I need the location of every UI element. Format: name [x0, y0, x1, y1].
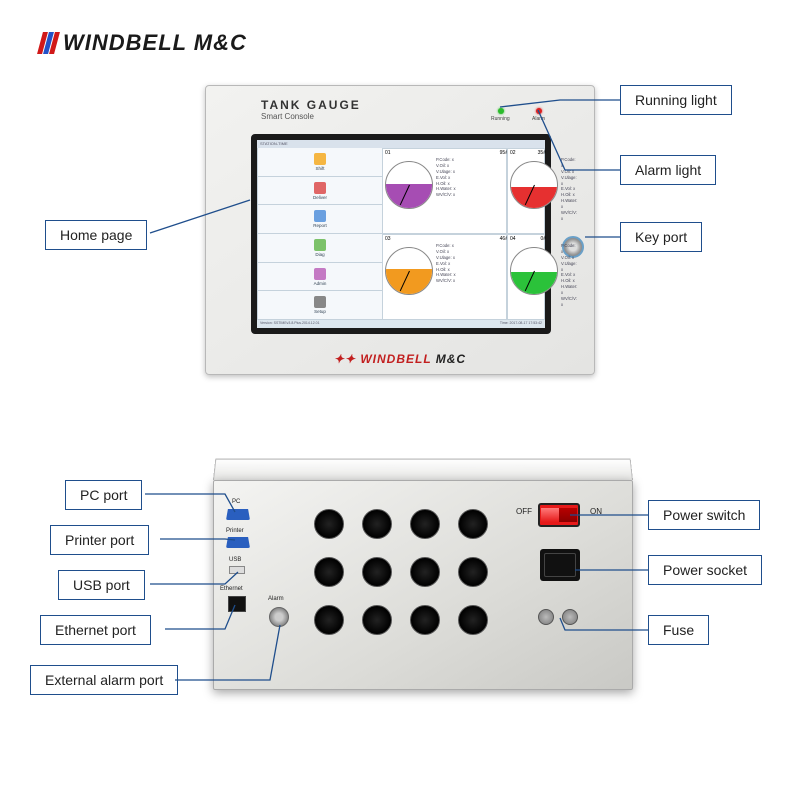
lcd-side-button[interactable]: Admin	[258, 263, 382, 292]
lcd-screen[interactable]: STATION-TIME 0195#P.Code: xV.Oil: xV.Ula…	[251, 134, 551, 334]
cable-knockout-icon	[314, 509, 344, 539]
cable-knockout-icon	[458, 509, 488, 539]
alarm-port-label: Alarm	[268, 596, 284, 602]
tank-cell[interactable]: 0195#P.Code: xV.Oil: xV.Ulage: xE.Vol: x…	[382, 148, 507, 234]
printer-port-label: Printer	[226, 528, 244, 534]
lcd-side-button[interactable]: Setup	[258, 291, 382, 320]
pc-port-label: PC	[232, 499, 240, 505]
brand-mark	[40, 32, 57, 54]
panel-brand-black-text: M&C	[431, 352, 466, 366]
panel-subtitle: Smart Console	[261, 112, 361, 121]
callout-pc-port: PC port	[65, 480, 142, 510]
lcd-footer: Version: SSTIMEv3.8.Plus.2014.12.01 Time…	[257, 320, 545, 328]
brand-text: WINDBELL M&C	[63, 30, 247, 56]
cable-knockout-icon	[458, 557, 488, 587]
alarm-led-label: Alarm	[532, 116, 545, 122]
tank-cell[interactable]: 0346#P.Code: xV.Oil: xV.Ulage: xE.Vol: x…	[382, 234, 507, 320]
rear-panel: PC Printer USB Ethernet Alarm OFF ON	[213, 480, 633, 690]
rear-body: PC Printer USB Ethernet Alarm OFF ON	[213, 480, 633, 690]
callout-fuse: Fuse	[648, 615, 709, 645]
lcd-side-button[interactable]: Diag	[258, 234, 382, 263]
ethernet-port-label: Ethernet	[220, 586, 243, 592]
usb-port-label: USB	[229, 557, 241, 563]
lcd-footer-right: Time: 2017-08-17 17:53:42	[500, 321, 542, 327]
tank-cell[interactable]: 040#P.Code: xV.Oil: xV.Ulage: xE.Vol: xH…	[507, 234, 545, 320]
callout-key-port: Key port	[620, 222, 702, 252]
callout-home-page: Home page	[45, 220, 147, 250]
panel-title-area: TANK GAUGE Smart Console	[261, 98, 361, 121]
power-switch-icon	[538, 503, 580, 527]
running-led-label: Running	[491, 116, 510, 122]
callout-power-switch: Power switch	[648, 500, 760, 530]
cable-knockout-icon	[362, 605, 392, 635]
fuse-icon	[562, 609, 578, 625]
callout-printer-port: Printer port	[50, 525, 149, 555]
panel-brand-red: ✦✦	[334, 352, 360, 366]
on-label: ON	[590, 507, 602, 516]
cable-knockout-icon	[410, 557, 440, 587]
cable-knockout-icon	[458, 605, 488, 635]
rear-lid	[213, 459, 633, 480]
lcd-header: STATION-TIME	[257, 140, 545, 148]
printer-port-icon	[226, 537, 250, 548]
fuse-icon	[538, 609, 554, 625]
callout-ext-alarm: External alarm port	[30, 665, 178, 695]
callout-running-light: Running light	[620, 85, 732, 115]
lcd-grid: 0195#P.Code: xV.Oil: xV.Ulage: xE.Vol: x…	[257, 148, 545, 320]
off-label: OFF	[516, 507, 532, 516]
callout-usb-port: USB port	[58, 570, 145, 600]
ethernet-port-icon	[228, 596, 246, 612]
running-led-icon	[498, 108, 504, 114]
cable-knockout-icon	[410, 509, 440, 539]
callout-alarm-light: Alarm light	[620, 155, 716, 185]
alarm-led-icon	[536, 108, 542, 114]
cable-knockout-icon	[314, 605, 344, 635]
brand-logo: WINDBELL M&C	[40, 30, 247, 56]
pc-port-icon	[226, 509, 250, 520]
cable-knockout-icon	[362, 509, 392, 539]
cable-knockout-icon	[362, 557, 392, 587]
lcd-side-button[interactable]: Report	[258, 205, 382, 234]
callout-ethernet-port: Ethernet port	[40, 615, 151, 645]
alarm-port-icon	[269, 607, 289, 627]
front-panel: TANK GAUGE Smart Console Running Alarm S…	[205, 85, 595, 375]
panel-brand-red-text: WINDBELL	[360, 352, 431, 366]
lcd-side-button[interactable]: Shift	[258, 148, 382, 177]
tank-cell[interactable]: 0235#P.Code: xV.Oil: xV.Ulage: xE.Vol: x…	[507, 148, 545, 234]
cable-knockout-icon	[314, 557, 344, 587]
power-socket-icon	[540, 549, 580, 581]
panel-title: TANK GAUGE	[261, 98, 361, 112]
lcd-side-button[interactable]: Deliver	[258, 177, 382, 206]
cable-knockout-icon	[410, 605, 440, 635]
lcd-footer-left: Version: SSTIMEv3.8.Plus.2014.12.01	[260, 321, 320, 327]
usb-port-icon	[229, 566, 245, 574]
callout-power-socket: Power socket	[648, 555, 762, 585]
panel-brand: ✦✦ WINDBELL M&C	[206, 352, 594, 366]
lcd-sidebar: ShiftDeliverReportDiagAdminSetup	[257, 148, 382, 320]
